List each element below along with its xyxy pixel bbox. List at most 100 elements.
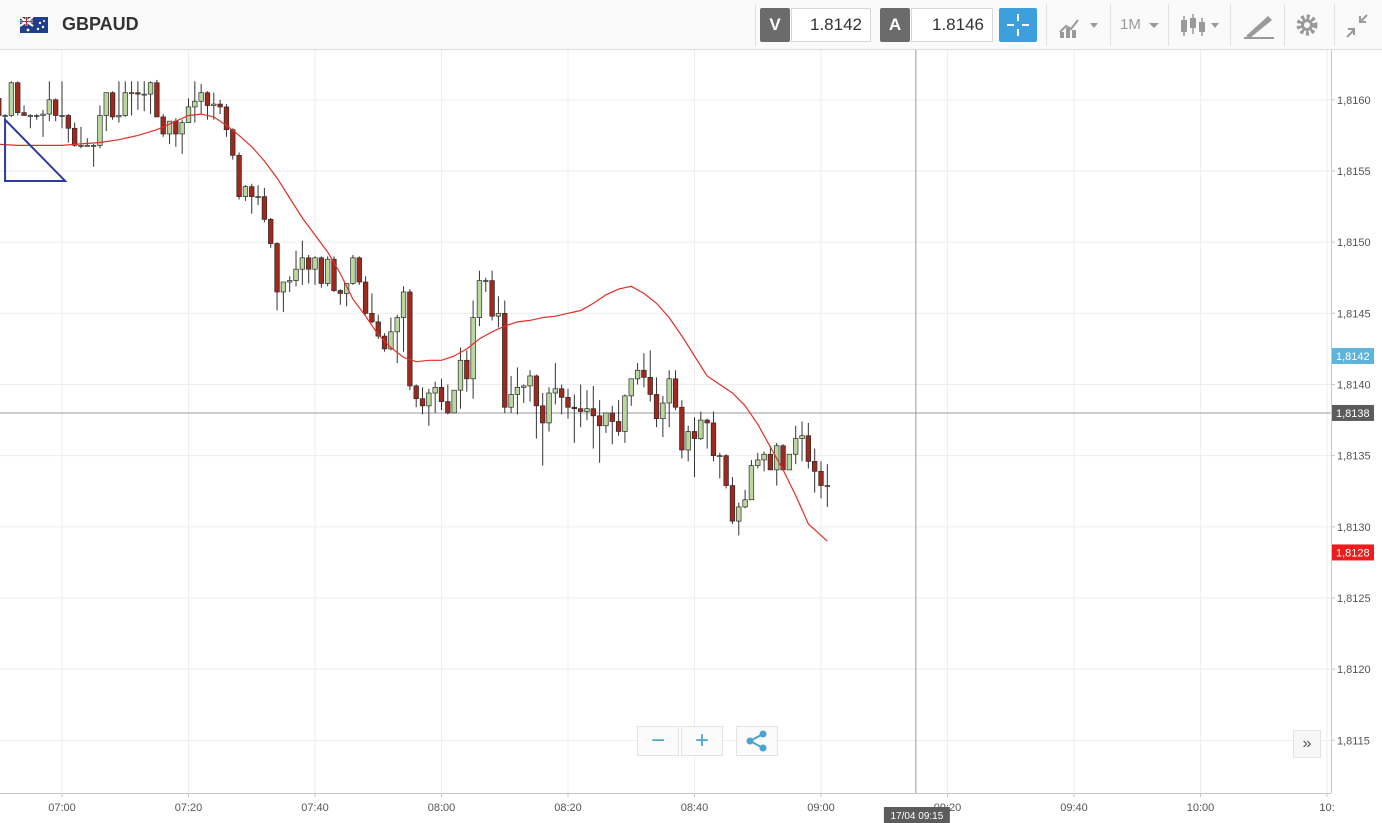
candle-body xyxy=(135,92,141,95)
sell-price[interactable]: 1.8142 xyxy=(791,8,871,42)
candle-body xyxy=(128,92,135,95)
candle-body xyxy=(407,291,413,387)
candle-body xyxy=(603,412,609,427)
x-tick-label: 09:00 xyxy=(807,802,835,814)
buy-label[interactable]: A xyxy=(880,8,910,42)
candle-body xyxy=(71,127,78,146)
candle-body xyxy=(489,280,495,317)
candle-body xyxy=(84,145,90,147)
candle-body xyxy=(343,283,350,294)
share-button[interactable] xyxy=(736,726,778,756)
candle-body xyxy=(476,280,483,318)
candle-body xyxy=(647,377,653,395)
candle-body xyxy=(457,359,464,391)
candle-body xyxy=(723,455,729,486)
toolbar-divider xyxy=(755,4,756,46)
x-tick-label: 08:40 xyxy=(681,802,709,814)
candle-body xyxy=(34,115,40,117)
candle-body xyxy=(249,186,255,197)
y-tick-label: 1,8150 xyxy=(1337,237,1371,249)
candle-body xyxy=(742,499,748,508)
buy-price[interactable]: 1.8146 xyxy=(911,8,993,42)
candle-body xyxy=(793,438,799,455)
candle-body xyxy=(805,435,811,462)
candle-body xyxy=(698,419,704,439)
drawn-triangle xyxy=(4,117,68,182)
scroll-right-button[interactable]: » xyxy=(1293,730,1321,758)
candle-body xyxy=(255,196,261,198)
symbol-title: GBPAUD xyxy=(62,14,139,34)
candle-body xyxy=(293,268,299,281)
x-tick-label: 10: xyxy=(1319,802,1334,814)
settings-button[interactable] xyxy=(1292,8,1322,42)
y-tick-label: 1,8130 xyxy=(1337,522,1371,534)
candle-body xyxy=(122,92,128,116)
candle-body xyxy=(679,406,685,451)
toolbar-divider xyxy=(1230,4,1231,46)
candle-body xyxy=(223,106,230,131)
candle-body xyxy=(552,388,558,394)
crosshair-button[interactable] xyxy=(999,8,1037,42)
x-tick-label: 07:20 xyxy=(175,802,203,814)
share-icon xyxy=(746,730,767,752)
toolbar-divider xyxy=(1284,4,1285,46)
candle-body xyxy=(704,419,710,424)
candle-body xyxy=(90,145,97,147)
chart-type-button[interactable] xyxy=(1176,8,1224,42)
candle-body xyxy=(540,405,546,424)
drawing-tools-button[interactable] xyxy=(1240,8,1280,42)
candle-body xyxy=(362,281,369,314)
y-tick-label: 1,8160 xyxy=(1337,95,1371,107)
candle-body xyxy=(521,385,527,388)
candle-body xyxy=(502,312,508,408)
candle-body xyxy=(312,257,318,270)
candle-body xyxy=(419,398,426,407)
candle-body xyxy=(337,290,343,294)
candle-body xyxy=(400,291,407,318)
candle-body xyxy=(413,385,419,400)
timeframe-button[interactable]: 1M xyxy=(1120,8,1162,42)
candle-body xyxy=(53,99,59,116)
candle-body xyxy=(685,431,691,451)
candle-body xyxy=(470,317,476,380)
candle-body xyxy=(533,375,540,407)
chevron-down-icon xyxy=(1149,23,1160,28)
zoom-in-button[interactable]: + xyxy=(681,726,723,756)
candle-body xyxy=(660,402,666,420)
sell-label[interactable]: V xyxy=(760,8,790,42)
candle-body xyxy=(261,196,268,220)
candle-body xyxy=(767,453,774,471)
candle-body xyxy=(717,455,723,458)
candle-body xyxy=(15,82,21,113)
collapse-button[interactable] xyxy=(1342,8,1372,42)
crosshair-price-tag: 1,8138 xyxy=(1336,408,1370,420)
candle-body xyxy=(438,386,445,402)
candle-body xyxy=(350,257,356,284)
candle-body xyxy=(192,100,198,108)
candle-body xyxy=(527,375,533,387)
price-chart[interactable]: 1,8160 1,8155 1,8150 1,8145 1,8140 1,8135 1,81… xyxy=(0,50,1382,823)
toolbar-divider xyxy=(1334,4,1335,46)
candle-body xyxy=(445,401,451,414)
x-tick-label: 09:40 xyxy=(1060,802,1088,814)
candle-body xyxy=(634,369,641,380)
zoom-out-button[interactable]: − xyxy=(637,726,679,756)
candle-body xyxy=(596,415,603,427)
candle-body xyxy=(508,394,514,408)
candle-body xyxy=(147,82,154,95)
y-tick-label: 1,8120 xyxy=(1337,664,1371,676)
candle-body xyxy=(21,112,27,116)
candle-body xyxy=(325,258,331,284)
toolbar: GBPAUD V 1.8142 A 1.8146 1M xyxy=(0,0,1382,50)
moving-average-line xyxy=(0,113,828,542)
indicators-button[interactable] xyxy=(1056,8,1104,42)
toolbar-divider xyxy=(1168,4,1169,46)
candle-body xyxy=(287,280,293,283)
candle-body xyxy=(173,120,179,135)
candle-body xyxy=(824,485,830,487)
candle-body xyxy=(464,359,470,380)
y-tick-label: 1,8115 xyxy=(1337,735,1370,747)
sell-price-tag-bg xyxy=(1332,348,1374,365)
candle-body xyxy=(141,93,147,96)
x-tick-label: 07:40 xyxy=(301,802,329,814)
